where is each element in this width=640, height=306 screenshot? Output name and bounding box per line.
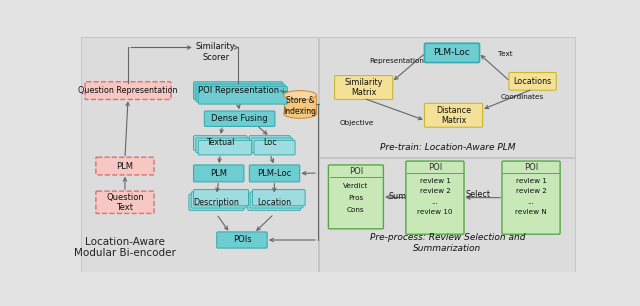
Text: review 10: review 10 [417,208,452,215]
FancyBboxPatch shape [217,232,267,248]
Text: Pre-process: Review Selection and
Summarization: Pre-process: Review Selection and Summar… [370,233,525,253]
Text: review 1: review 1 [419,178,451,185]
Text: Cons: Cons [347,207,365,213]
FancyBboxPatch shape [424,43,479,62]
FancyBboxPatch shape [250,136,291,150]
Text: Store &
Indexing: Store & Indexing [284,96,317,116]
FancyBboxPatch shape [502,161,560,234]
Text: Verdict: Verdict [343,183,369,189]
FancyBboxPatch shape [284,95,316,114]
FancyBboxPatch shape [335,76,393,99]
Text: Distance
Matrix: Distance Matrix [436,106,471,125]
Text: Locations: Locations [513,77,552,86]
Text: Loc: Loc [263,139,276,147]
Text: Pre-train: Location-Aware PLM: Pre-train: Location-Aware PLM [380,143,515,152]
FancyBboxPatch shape [193,82,283,99]
Text: Location: Location [257,198,291,207]
FancyBboxPatch shape [96,157,154,175]
Text: Similarity
Matrix: Similarity Matrix [344,78,383,97]
FancyBboxPatch shape [193,165,244,182]
Text: PLM: PLM [210,169,227,178]
Text: Similarity
Scorer: Similarity Scorer [196,43,236,62]
FancyBboxPatch shape [250,192,303,208]
FancyBboxPatch shape [189,194,244,210]
Text: POI Representation: POI Representation [198,86,278,95]
Text: Representation: Representation [369,58,424,64]
Text: Sum: Sum [388,192,407,201]
Bar [319,38,575,157]
FancyBboxPatch shape [250,165,300,182]
FancyBboxPatch shape [96,191,154,214]
Text: Question
Text: Question Text [106,192,144,212]
FancyBboxPatch shape [248,194,301,210]
Text: Coordinates: Coordinates [501,94,544,100]
Text: Textual: Textual [206,139,234,147]
Bar [81,38,318,271]
FancyBboxPatch shape [85,82,171,99]
Text: Question Representation: Question Representation [78,86,178,95]
Text: Location-Aware
Modular Bi-encoder: Location-Aware Modular Bi-encoder [74,237,176,259]
FancyBboxPatch shape [191,192,246,208]
Text: Text: Text [499,51,513,57]
Text: Pros: Pros [348,196,364,201]
Text: PLM: PLM [116,162,134,170]
Ellipse shape [284,109,316,118]
Text: ...: ... [527,199,534,204]
FancyBboxPatch shape [193,136,247,150]
Text: POI: POI [428,163,442,172]
Text: POI: POI [524,163,538,172]
FancyBboxPatch shape [424,103,483,127]
Text: Dense Fusing: Dense Fusing [211,114,268,123]
Text: POI: POI [349,167,363,176]
FancyBboxPatch shape [198,140,252,155]
Text: review 2: review 2 [516,188,547,195]
FancyBboxPatch shape [252,189,305,206]
Text: Description: Description [193,198,239,207]
FancyBboxPatch shape [328,165,383,229]
Text: PLM-Loc: PLM-Loc [257,169,292,178]
Text: POIs: POIs [233,236,252,244]
Ellipse shape [284,91,316,100]
Bar [319,159,575,271]
Text: ...: ... [431,199,438,204]
Text: review 2: review 2 [419,188,451,195]
Text: Objective: Objective [340,120,374,126]
FancyBboxPatch shape [204,111,275,126]
FancyBboxPatch shape [254,140,295,155]
Text: review 1: review 1 [516,178,547,185]
Text: PLM-Loc: PLM-Loc [434,48,470,58]
FancyBboxPatch shape [252,138,292,153]
FancyBboxPatch shape [196,138,250,153]
FancyBboxPatch shape [196,84,285,102]
FancyBboxPatch shape [509,73,556,90]
Text: review N: review N [515,208,547,215]
FancyBboxPatch shape [193,189,248,206]
FancyBboxPatch shape [406,161,464,234]
Text: Select: Select [466,190,491,199]
FancyBboxPatch shape [198,86,287,104]
